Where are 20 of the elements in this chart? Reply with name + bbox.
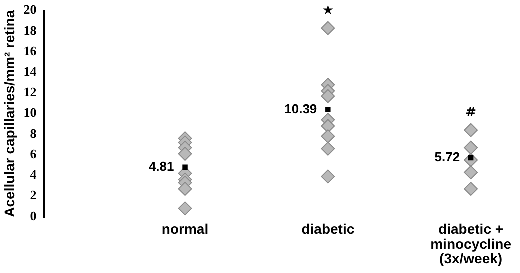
y-tick-label: 10 — [24, 105, 37, 120]
annotation: ★ — [322, 4, 334, 19]
data-label: 4.81 — [148, 158, 174, 174]
x-tick-label: diabetic — [302, 221, 355, 238]
y-tick-label: 8 — [30, 126, 38, 141]
y-tick-label: 20 — [24, 2, 37, 18]
y-tick-label: 2 — [30, 188, 37, 203]
data-label: 5.72 — [434, 150, 460, 165]
y-tick-label: 6 — [30, 146, 38, 162]
y-tick-label: 12 — [24, 84, 37, 100]
annotation: # — [466, 106, 477, 121]
y-tick-label: 14 — [24, 64, 38, 79]
y-tick-label: 4 — [30, 167, 38, 182]
x-tick-label: diabetic + minocycline (3x/week) — [430, 221, 512, 267]
y-tick-label: 16 — [24, 43, 38, 58]
data-label: 10.39 — [284, 101, 318, 116]
x-tick-label: normal — [162, 221, 209, 238]
y-tick-label: 0 — [30, 208, 37, 224]
y-axis-title: Acellular capillaries/mm² retina — [1, 10, 18, 218]
y-tick-label: 18 — [24, 22, 38, 38]
